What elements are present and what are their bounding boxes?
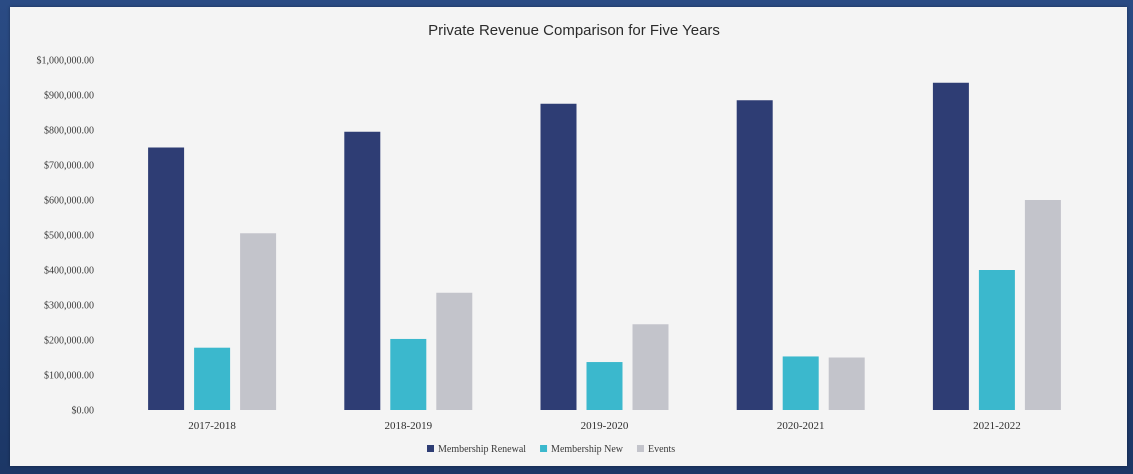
bar-membership-renewal-2017-2018 [148,147,185,410]
bar-membership-renewal-2021-2022 [932,82,969,410]
y-tick-label: $700,000.00 [44,161,94,172]
y-tick-label: $500,000.00 [44,231,94,242]
bar-membership-new-2020-2021 [782,356,819,410]
x-category-label: 2021-2022 [973,420,1021,432]
y-tick-label: $300,000.00 [44,301,94,312]
chart-title: Private Revenue Comparison for Five Year… [428,22,720,39]
chart-slide: Private Revenue Comparison for Five Year… [10,7,1127,466]
y-tick-label: $900,000.00 [44,91,94,102]
y-tick-label: $200,000.00 [44,336,94,347]
y-tick-label: $100,000.00 [44,371,94,382]
bar-events-2021-2022 [1024,200,1061,410]
y-tick-label: $600,000.00 [44,196,94,207]
bar-events-2020-2021 [828,357,865,410]
bar-chart: Private Revenue Comparison for Five Year… [37,22,1061,455]
bar-membership-new-2021-2022 [978,270,1015,410]
bar-membership-new-2017-2018 [194,347,231,410]
y-tick-label: $800,000.00 [44,126,94,137]
bar-membership-renewal-2018-2019 [344,131,381,410]
y-tick-label: $1,000,000.00 [37,56,95,67]
bar-membership-renewal-2020-2021 [736,100,773,410]
x-category-label: 2017-2018 [188,420,236,432]
y-axis-tick-labels: $0.00 $100,000.00 $200,000.00 $300,000.00 $4… [37,56,95,417]
chart-legend: Membership Renewal Membership New Events [427,444,675,455]
bar-events-2017-2018 [240,233,277,410]
chart-bars [148,82,1061,410]
legend-entry: Membership New [551,444,624,455]
bar-events-2019-2020 [632,324,669,410]
legend-entry: Membership Renewal [438,444,526,455]
y-tick-label: $0.00 [72,406,95,417]
x-category-label: 2018-2019 [384,420,432,432]
legend-entry: Events [648,444,675,455]
x-axis-category-labels: 2017-2018 2018-2019 2019-2020 2020-2021 2021… [188,420,1020,432]
bar-membership-new-2018-2019 [390,338,427,410]
x-category-label: 2020-2021 [777,420,825,432]
y-tick-label: $400,000.00 [44,266,94,277]
legend-swatch [427,445,434,452]
bar-membership-new-2019-2020 [586,362,623,410]
bar-membership-renewal-2019-2020 [540,103,577,410]
x-category-label: 2019-2020 [581,420,629,432]
legend-swatch [540,445,548,452]
legend-swatch [636,445,644,452]
bar-events-2018-2019 [436,292,473,410]
